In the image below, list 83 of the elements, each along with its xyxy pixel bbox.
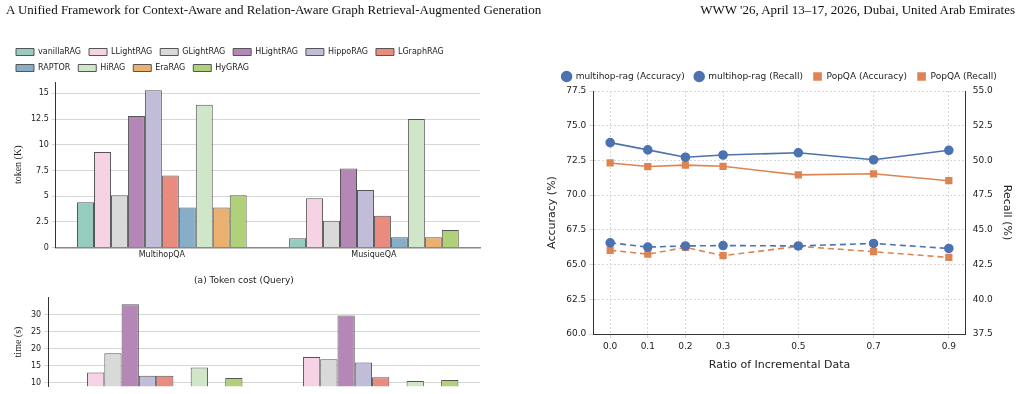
y2-tick-label: 45.0	[972, 224, 994, 235]
point	[605, 137, 615, 148]
point	[868, 154, 879, 165]
point	[644, 162, 652, 171]
y-tick-label: 30	[30, 309, 42, 319]
point	[945, 253, 953, 262]
y-axis-title: token (K)	[11, 145, 24, 185]
y-tick-label: 67.5	[566, 224, 587, 235]
point	[868, 238, 879, 249]
legend-label: EraRAG	[155, 63, 186, 73]
point	[606, 246, 614, 254]
point	[643, 242, 653, 252]
y2-tick-label: 42.5	[972, 258, 993, 269]
y2-tick-label: 50.0	[972, 154, 994, 165]
x-tick-label: 0.0	[603, 340, 618, 351]
legend-label: LLightRAG	[111, 47, 153, 57]
point	[944, 243, 954, 254]
x-tick-label: 0.3	[715, 340, 731, 351]
point	[793, 147, 804, 158]
y-tick-label: 12.5	[31, 114, 49, 124]
point	[606, 159, 614, 167]
x-tick-label: 0.2	[678, 340, 693, 351]
point	[605, 237, 615, 248]
point	[945, 177, 953, 185]
y-tick-label: 70.0	[566, 189, 587, 200]
y-tick-label: 7.5	[36, 165, 49, 175]
legend-label: vanillaRAG	[38, 47, 82, 57]
y2-axis-title: Recall (%)	[1000, 184, 1014, 241]
legend-label: PopQA (Recall)	[930, 70, 997, 81]
point	[719, 162, 727, 170]
legend-label: RAPTOR	[38, 63, 71, 73]
x-tick-label: MultihopQA	[138, 250, 186, 260]
y2-tick-label: 40.0	[972, 293, 994, 304]
legend-label: LGraphRAG	[397, 47, 444, 57]
legend-label: HiRAG	[100, 63, 126, 73]
point	[869, 248, 878, 256]
y2-tick-label: 37.5	[972, 328, 993, 339]
legend-label: PopQA (Accuracy)	[826, 70, 908, 81]
legend-label: multihop-rag (Accuracy)	[575, 70, 685, 81]
y-tick-label: 10	[30, 377, 42, 387]
text: WWW '26, April 13–17, 2026, Dubai, United Arab Emirates	[700, 2, 1015, 18]
y-tick-label: 0	[43, 242, 49, 252]
point	[680, 152, 691, 163]
point	[644, 250, 652, 258]
y2-tick-label: 47.5	[972, 189, 993, 200]
legend-label: GLightRAG	[182, 47, 226, 57]
y2-tick-label: 55.0	[972, 85, 994, 96]
text: A Unified Framework for Context-Aware and Relation-Aware Graph Retrieval-Augmented Generation	[6, 2, 542, 18]
x-tick-label: 0.7	[866, 340, 881, 351]
point	[944, 145, 954, 156]
legend-label: HyGRAG	[215, 63, 250, 73]
point	[718, 150, 728, 160]
y-tick-label: 5	[43, 191, 49, 201]
y-tick-label: 15	[30, 360, 42, 370]
point	[681, 161, 690, 169]
y-tick-label: 60.0	[566, 328, 587, 339]
point	[643, 145, 653, 155]
x-tick-label: MusiqueQA	[351, 250, 398, 260]
x-tick-label: 0.5	[791, 340, 806, 351]
y2-tick-label: 52.5	[972, 120, 993, 131]
x-tick-label: 0.9	[941, 340, 957, 351]
y-tick-label: 77.5	[566, 85, 587, 96]
y-tick-label: 65.0	[566, 258, 587, 269]
y-tick-label: 15	[38, 88, 49, 98]
x-tick-label: 0.1	[640, 340, 655, 351]
y-tick-label: 20	[30, 343, 42, 353]
point	[718, 240, 728, 251]
y-axis-title: time (s)	[11, 326, 24, 358]
x-axis-title: Ratio of Incremental Data	[708, 358, 851, 372]
y-tick-label: 25	[30, 326, 42, 336]
point	[869, 170, 878, 178]
legend-label: multihop-rag (Recall)	[708, 70, 804, 81]
point	[719, 252, 727, 260]
y-tick-label: 2.5	[36, 216, 49, 226]
y-tick-label: 62.5	[566, 293, 587, 304]
y-tick-label: 72.5	[566, 154, 587, 165]
y-axis-title: Accuracy (%)	[545, 176, 559, 249]
legend-label: HLightRAG	[255, 47, 298, 57]
y-tick-label: 10	[38, 139, 49, 149]
text: (a) Token cost (Query)	[194, 274, 294, 285]
legend-label: HippoRAG	[327, 47, 368, 57]
point	[794, 171, 802, 179]
y-tick-label: 75.0	[566, 120, 587, 131]
